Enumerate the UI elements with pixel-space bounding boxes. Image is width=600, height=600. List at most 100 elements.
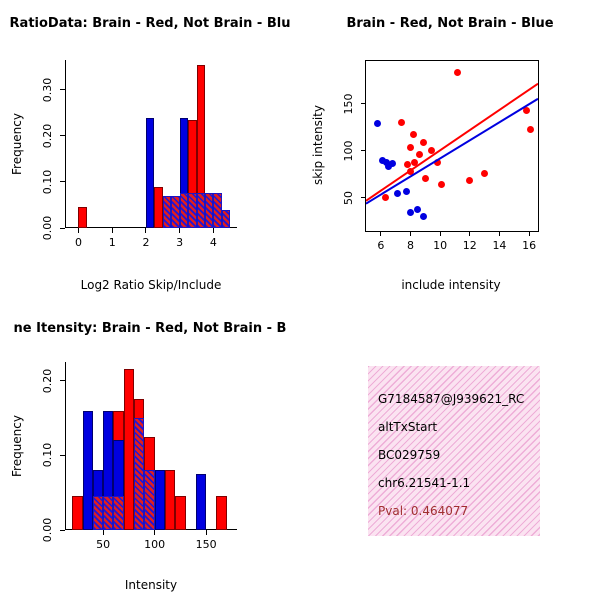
info-probe-id: G7184587@J939621_RC (378, 392, 525, 406)
scatter-point (398, 118, 406, 126)
x-tick-label: 14 (492, 239, 507, 252)
y-axis-line (65, 60, 66, 228)
info-event-type: altTxStart (378, 420, 438, 434)
y-tick-label: 0.00 (41, 215, 54, 241)
histogram-bar (123, 369, 134, 530)
scatter-point (409, 131, 417, 139)
x-tick-mark (380, 231, 382, 236)
scatter-point (374, 119, 382, 127)
scatter-point (466, 177, 474, 185)
y-tick-mark (60, 454, 65, 456)
scatter-point (402, 187, 410, 195)
x-tick-label: 6 (377, 239, 385, 252)
histogram-bar (134, 418, 145, 530)
histogram-bar (175, 496, 186, 530)
scatter-point (438, 181, 446, 189)
scatter-point (427, 147, 435, 155)
histogram-bar (179, 193, 189, 228)
histogram-bar (154, 470, 165, 530)
panel1-plot-area: 0 1 2 3 4 0.00 0.10 0.20 0.30 (41, 60, 237, 249)
scatter-point (406, 144, 414, 152)
scatter-point (393, 189, 401, 197)
x-tick-mark (528, 231, 530, 236)
histogram-bar (154, 186, 163, 228)
info-pval: Pval: 0.464077 (378, 504, 469, 518)
histogram-bar (195, 474, 207, 530)
panel1-x-axis-label: Log2 Ratio Skip/Include (80, 278, 222, 292)
info-box: G7184587@J939621_RC altTxStart BC029759 … (368, 366, 540, 536)
scatter-point (415, 151, 423, 158)
panel1-title: RatioData: Brain - Red, Not Brain - Blu (9, 16, 291, 31)
panel2-plot-area: 6 8 10 12 14 16 50 100 150 (342, 60, 539, 252)
scatter-point (384, 163, 392, 171)
y-tick-mark (361, 103, 366, 104)
histogram-bar (103, 496, 114, 530)
scatter-point (381, 194, 389, 202)
x-tick-label: 50 (96, 538, 111, 551)
x-tick-mark (111, 228, 113, 233)
scatter-point (433, 158, 441, 166)
x-tick-mark (205, 530, 207, 535)
x-tick-mark (154, 530, 156, 535)
panel1-y-axis-label: Frequency (10, 113, 24, 175)
x-tick-mark (179, 228, 181, 233)
histogram-bar (216, 496, 227, 530)
panel2-y-axis-label: skip intensity (311, 105, 325, 185)
y-tick-mark (361, 197, 366, 199)
panel3-plot-area: 50 100 150 0.00 0.10 0.20 (41, 362, 237, 551)
y-tick-mark (60, 135, 65, 137)
x-tick-mark (102, 530, 104, 535)
y-tick-label: 50 (342, 190, 355, 205)
x-tick-label: 3 (176, 236, 184, 249)
histogram-bar (162, 195, 172, 228)
y-axis-line (65, 362, 66, 530)
y-tick-mark (60, 181, 65, 183)
x-tick-label: 4 (209, 236, 217, 249)
x-tick-mark (77, 228, 79, 233)
x-tick-label: 8 (406, 239, 414, 252)
y-tick-label: 0.30 (41, 77, 54, 103)
y-tick-label: 0.20 (41, 368, 54, 393)
histogram-bar (221, 209, 231, 228)
x-tick-label: 100 (144, 538, 166, 551)
histogram-bar (188, 193, 197, 228)
histogram-bar (164, 470, 176, 530)
x-tick-mark (212, 228, 214, 233)
x-tick-mark (498, 231, 500, 236)
x-tick-label: 2 (142, 236, 150, 249)
histogram-bar (113, 496, 124, 530)
scatter-point (421, 174, 429, 182)
scatter-point (481, 169, 489, 177)
y-tick-label: 150 (342, 93, 355, 114)
x-tick-mark (409, 231, 411, 236)
x-tick-mark (145, 228, 147, 233)
panel3-y-axis-label: Frequency (10, 415, 24, 477)
scatter-point (406, 208, 414, 216)
scatter-point (406, 168, 414, 175)
y-tick-label: 0.20 (41, 123, 54, 149)
histogram-bar (213, 193, 222, 228)
notbrain-fit-line (366, 97, 538, 205)
y-tick-mark (60, 89, 65, 91)
y-tick-mark (60, 529, 65, 531)
y-tick-mark (361, 150, 366, 152)
info-locus: chr6.21541-1.1 (378, 476, 471, 490)
x-tick-mark (469, 231, 471, 236)
histogram-bar (171, 195, 180, 228)
x-tick-label: 0 (75, 236, 82, 249)
scatter-point (527, 126, 535, 134)
histogram-bar (78, 207, 87, 228)
histogram-bar (92, 496, 104, 530)
y-tick-label: 0.10 (41, 169, 54, 195)
y-tick-mark (60, 227, 65, 229)
info-accession: BC029759 (378, 448, 441, 462)
histogram-bar (72, 496, 83, 530)
histogram-bar (144, 470, 155, 530)
y-tick-mark (60, 380, 65, 382)
histogram-bar (204, 193, 214, 228)
x-tick-label: 16 (522, 239, 537, 252)
brain-fit-line (366, 82, 538, 202)
scatter-point (414, 205, 422, 213)
histogram-bar (82, 410, 93, 530)
